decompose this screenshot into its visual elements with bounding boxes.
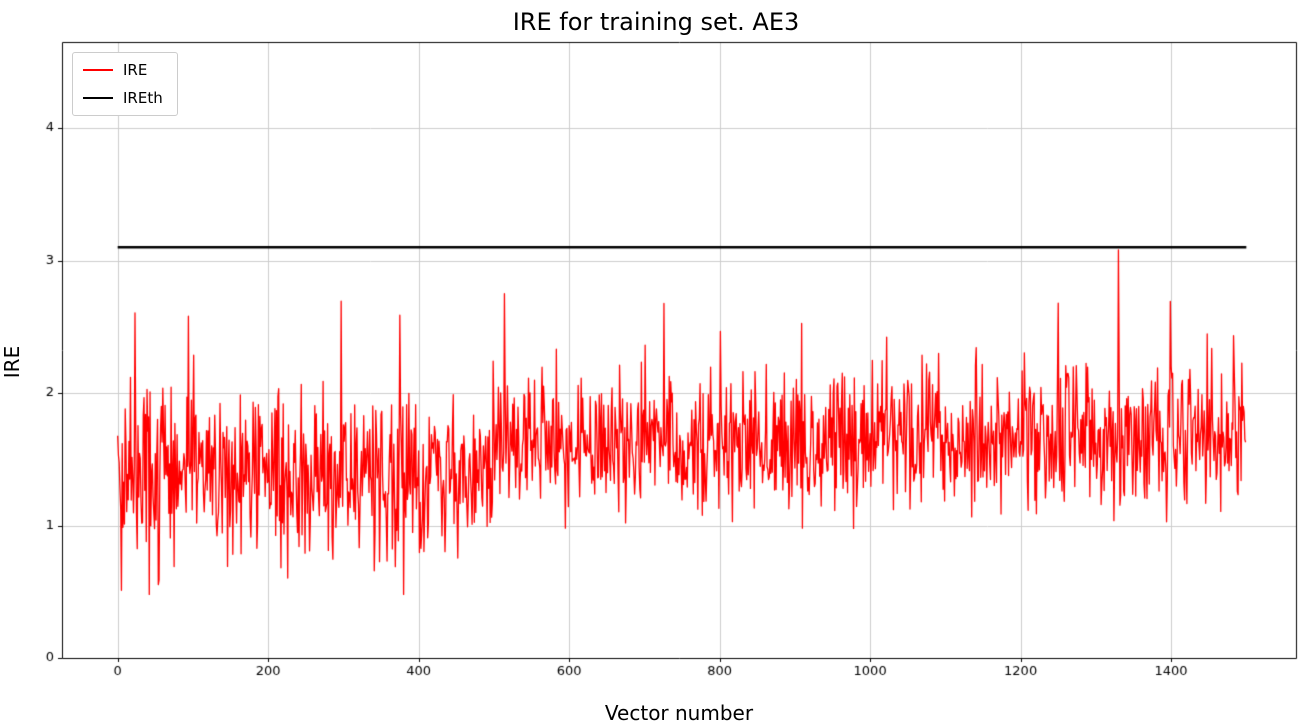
legend-label-ire: IRE	[123, 61, 148, 79]
legend: IRE IREth	[72, 52, 178, 116]
ireth-line-swatch	[83, 97, 113, 99]
legend-entry-ireth: IREth	[83, 89, 163, 107]
ire-line-swatch	[83, 69, 113, 71]
y-axis-label: IRE	[0, 345, 24, 379]
x-axis-label: Vector number	[604, 701, 754, 725]
legend-label-ireth: IREth	[123, 89, 163, 107]
legend-entry-ire: IRE	[83, 61, 163, 79]
chart-title: IRE for training set. AE3	[512, 8, 800, 36]
